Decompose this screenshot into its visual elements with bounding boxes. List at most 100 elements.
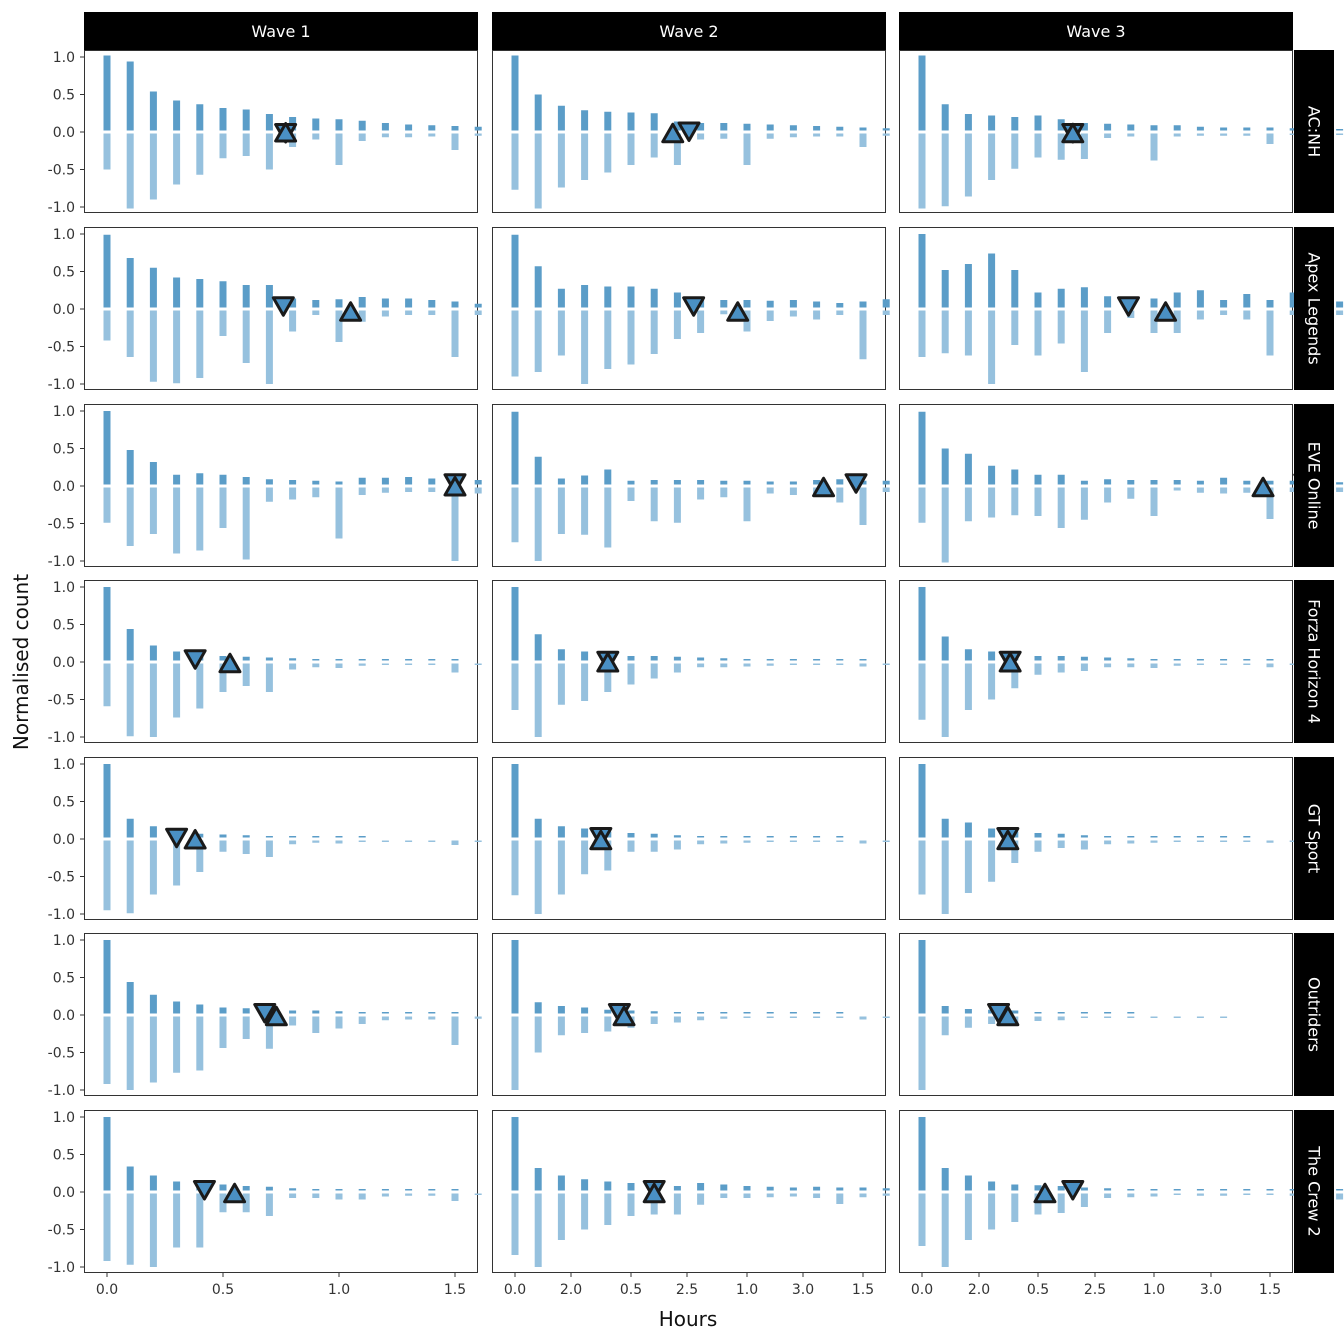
bar-upper — [859, 1187, 867, 1191]
bar-upper — [941, 104, 949, 131]
bar-lower — [941, 1016, 949, 1036]
bar-lower — [650, 310, 658, 354]
bar-lower — [720, 133, 728, 139]
bar-lower — [720, 310, 728, 315]
x-tick-label: 3.0 — [1200, 1282, 1222, 1298]
bar-upper — [1220, 836, 1228, 838]
y-tick-label: 0.0 — [53, 302, 75, 318]
bar-upper — [1336, 129, 1344, 131]
bar-lower — [265, 840, 273, 857]
median-marker-up — [998, 652, 1022, 673]
bar-lower — [1104, 487, 1112, 503]
bar-lower — [381, 487, 389, 493]
bar-upper — [1266, 480, 1274, 485]
bar-lower — [697, 840, 705, 845]
median-marker-down — [1061, 1180, 1085, 1201]
bar-lower — [581, 840, 589, 875]
bar-upper — [381, 123, 389, 131]
bar-lower — [813, 310, 821, 320]
bar-lower — [126, 1016, 134, 1090]
median-marker-up — [1033, 1182, 1057, 1204]
bar-lower — [988, 133, 996, 180]
bar-lower — [918, 487, 926, 523]
bar-upper — [312, 659, 320, 661]
bar-lower — [941, 840, 949, 914]
bar-upper — [697, 1012, 705, 1014]
panel — [84, 1110, 761, 1273]
bar-upper — [149, 267, 157, 308]
bar-upper — [627, 286, 635, 308]
bar-upper — [720, 300, 728, 308]
bar-lower — [358, 310, 366, 322]
bar-upper — [173, 474, 181, 485]
bar-lower — [581, 133, 589, 180]
panel — [899, 933, 1293, 1096]
bar-lower — [534, 840, 542, 914]
bar-upper — [358, 477, 366, 485]
bar-lower — [1011, 1193, 1019, 1222]
bar-upper — [1289, 1189, 1297, 1191]
bar-upper — [358, 659, 366, 661]
bar-upper — [358, 297, 366, 308]
bar-upper — [1057, 474, 1065, 485]
bar-lower — [173, 310, 181, 384]
panel — [84, 933, 784, 1096]
bar-lower — [265, 1016, 273, 1049]
bar-upper — [149, 826, 157, 838]
bar-lower — [242, 840, 250, 854]
bar-upper — [766, 659, 774, 661]
bar-upper — [766, 836, 774, 838]
bar-upper — [534, 818, 542, 838]
bar-lower — [1127, 133, 1135, 137]
bar-lower — [103, 1016, 111, 1084]
bar-lower — [196, 133, 204, 175]
bar-upper — [428, 1189, 436, 1191]
bar-lower — [918, 133, 926, 209]
bar-lower — [813, 840, 821, 842]
y-tick-label: 0.0 — [53, 1008, 75, 1024]
bar-lower — [451, 1193, 459, 1201]
bar-lower — [1150, 840, 1158, 843]
bar-lower — [882, 310, 890, 315]
bar-lower — [697, 487, 705, 500]
bar-upper — [1220, 477, 1228, 485]
bar-lower — [1336, 133, 1344, 135]
bar-upper — [534, 456, 542, 485]
bar-lower — [428, 663, 436, 665]
bar-lower — [511, 133, 519, 190]
bar-upper — [265, 285, 273, 308]
bar-lower — [604, 1193, 612, 1225]
bar-upper — [650, 113, 658, 131]
bar-lower — [405, 1016, 413, 1020]
bar-lower — [813, 663, 821, 665]
bar-lower — [673, 1016, 681, 1023]
bar-upper — [1011, 1010, 1019, 1014]
bar-upper — [743, 836, 751, 838]
bar-upper — [511, 764, 519, 838]
bar-lower — [1034, 133, 1042, 158]
bar-upper — [1196, 659, 1204, 661]
median-marker-up — [223, 1182, 247, 1204]
bar-lower — [1127, 1016, 1135, 1018]
bar-upper — [511, 411, 519, 485]
bar-lower — [1336, 487, 1344, 492]
bar-upper — [381, 1012, 389, 1014]
bar-lower — [557, 1016, 565, 1036]
bar-upper — [1057, 1186, 1065, 1191]
bar-upper — [511, 1117, 519, 1191]
bar-upper — [964, 1175, 972, 1191]
x-tick-label: 0.5 — [1027, 1282, 1049, 1298]
bar-lower — [650, 1193, 658, 1215]
y-tick-label: 0.0 — [53, 1185, 75, 1201]
bar-lower — [126, 840, 134, 914]
bar-upper — [836, 479, 844, 485]
median-marker-up — [596, 652, 620, 673]
row-strips: AC:NH Apex Legends EVE Online Forza Horizon… — [1294, 50, 1334, 1273]
bar-upper — [743, 659, 751, 661]
bar-lower — [1243, 487, 1251, 493]
bar-lower — [1104, 663, 1112, 668]
y-tick-label: -0.5 — [48, 517, 75, 533]
bar-lower — [1057, 133, 1065, 160]
bar-upper — [813, 659, 821, 661]
